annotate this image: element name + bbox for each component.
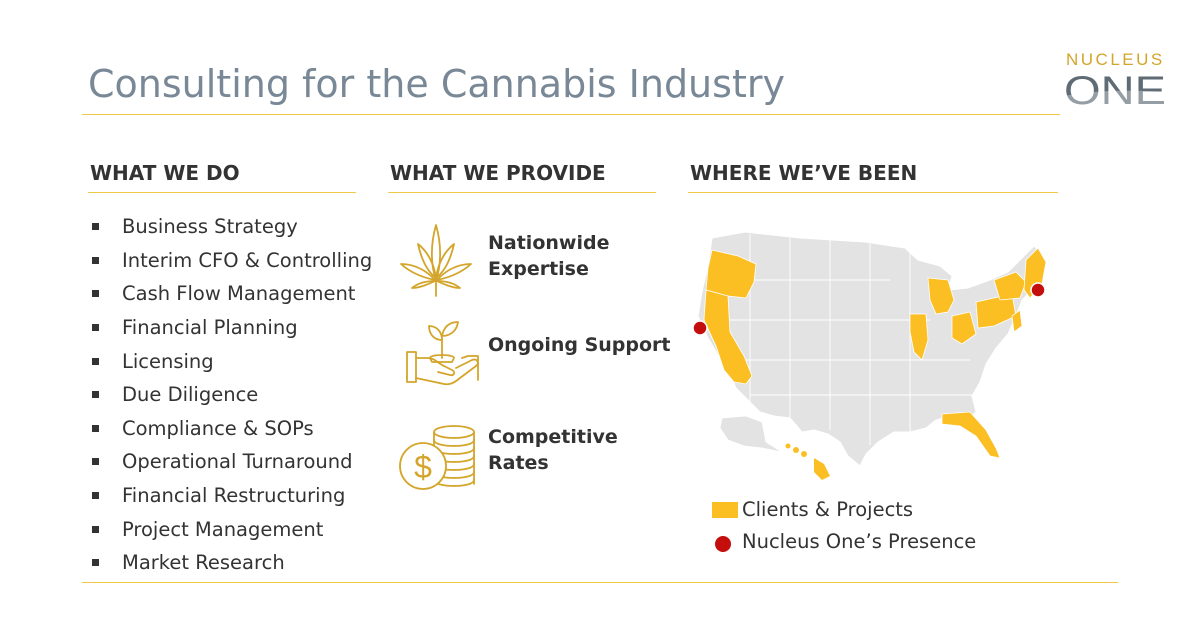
- presence-marker-new-york: [1030, 282, 1046, 298]
- list-item: Interim CFO & Controlling: [92, 244, 372, 278]
- footer-divider: [82, 582, 1118, 583]
- state-borders: [710, 234, 975, 445]
- what-we-provide-divider: [388, 192, 656, 193]
- svg-text:$: $: [414, 449, 432, 485]
- list-item: Due Diligence: [92, 378, 372, 412]
- state-florida: [941, 411, 1001, 459]
- list-item: Financial Restructuring: [92, 479, 372, 513]
- bullet-icon: [92, 559, 99, 567]
- bullet-icon: [92, 525, 99, 533]
- title-divider: [82, 114, 1060, 115]
- client-states: [703, 247, 1047, 459]
- svg-text:ONE: ONE: [1064, 72, 1166, 108]
- bullet-icon: [92, 391, 99, 399]
- bullet-icon: [92, 458, 99, 466]
- list-item: Financial Planning: [92, 311, 372, 345]
- bullet-icon: [92, 324, 99, 332]
- page-title: Consulting for the Cannabis Industry: [88, 62, 785, 106]
- provide-ongoing-support-label: Ongoing Support: [488, 334, 671, 356]
- state-washington-oregon: [705, 249, 757, 299]
- list-item: Cash Flow Management: [92, 277, 372, 311]
- us-map: [692, 231, 1047, 480]
- state-ohio: [951, 311, 977, 345]
- provide-nationwide-label: Nationwide Expertise: [488, 232, 610, 280]
- what-we-do-divider: [88, 192, 356, 193]
- list-item: Business Strategy: [92, 210, 372, 244]
- state-new-jersey: [1011, 309, 1023, 333]
- state-alaska: [719, 415, 783, 453]
- state-illinois: [909, 313, 929, 361]
- what-we-provide-heading: WHAT WE PROVIDE: [390, 161, 606, 185]
- list-item: Operational Turnaround: [92, 445, 372, 479]
- legend-clients-label: Clients & Projects: [742, 498, 914, 521]
- bullet-icon: [92, 492, 99, 500]
- logo-wordmark-bottom: ONE: [1064, 72, 1168, 108]
- logo-wordmark-top: NUCLEUS: [1066, 50, 1165, 69]
- cannabis-leaf-icon: [400, 224, 472, 297]
- list-item: Project Management: [92, 512, 372, 546]
- bullet-icon: [92, 357, 99, 365]
- where-weve-been-divider: [688, 192, 1058, 193]
- list-item: Market Research: [92, 546, 372, 580]
- dollar-coins-icon: $: [399, 425, 475, 490]
- bullet-icon: [92, 256, 99, 264]
- state-michigan: [927, 277, 955, 315]
- presence-marker-san-francisco: [692, 320, 708, 336]
- legend-presence-dot: [715, 536, 731, 552]
- legend-presence-label: Nucleus One’s Presence: [742, 530, 977, 553]
- state-new-york: [993, 271, 1027, 301]
- what-we-do-heading: WHAT WE DO: [90, 161, 240, 185]
- list-item: Licensing: [92, 344, 372, 378]
- state-hawaii: [785, 443, 830, 480]
- list-item: Compliance & SOPs: [92, 412, 372, 446]
- state-california: [703, 289, 753, 385]
- sprout-in-hand-icon: [406, 321, 479, 386]
- services-list: Business Strategy Interim CFO & Controll…: [92, 210, 372, 580]
- provide-competitive-rates-label: Competitive Rates: [488, 426, 618, 474]
- where-weve-been-heading: WHERE WE’VE BEEN: [690, 161, 918, 185]
- bullet-icon: [92, 223, 99, 231]
- legend-clients-swatch: [712, 502, 738, 518]
- bullet-icon: [92, 424, 99, 432]
- bullet-icon: [92, 290, 99, 298]
